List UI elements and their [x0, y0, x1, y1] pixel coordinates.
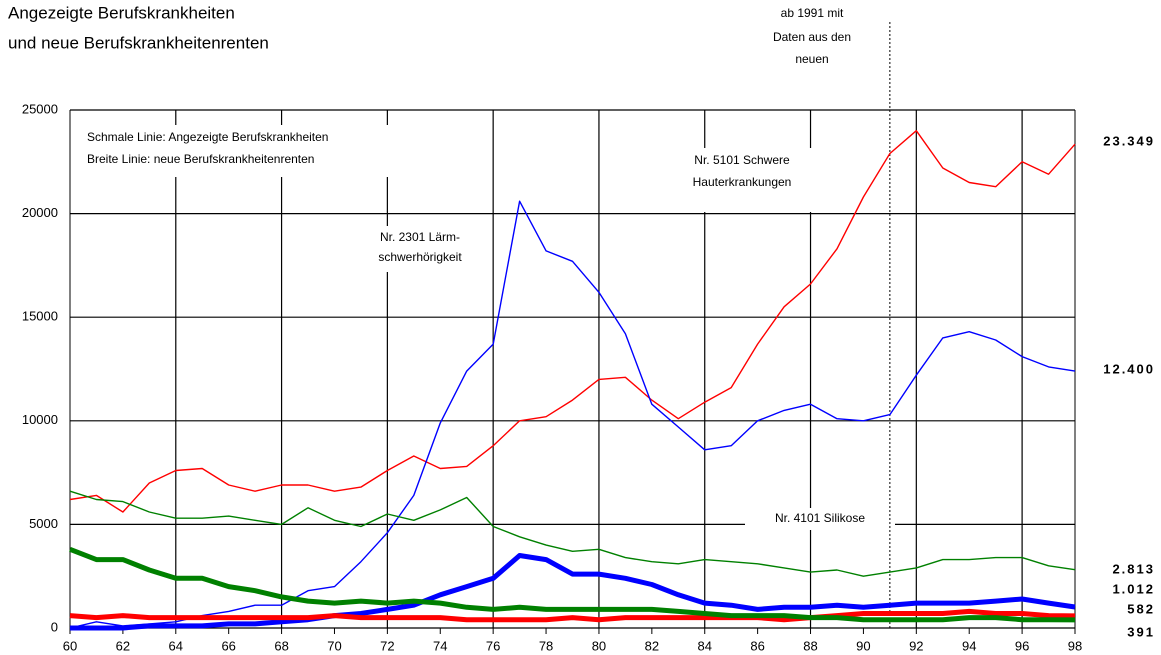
- y-tick-label: 10000: [22, 412, 58, 427]
- x-tick-label: 98: [1068, 638, 1082, 653]
- x-tick-label: 76: [486, 638, 500, 653]
- annotation-box: [360, 226, 480, 272]
- x-tick-label: 86: [750, 638, 764, 653]
- series-line: [69, 490, 1076, 577]
- y-tick-label: 20000: [22, 205, 58, 220]
- value-label: 1.012: [1112, 581, 1155, 596]
- x-tick-label: 64: [169, 638, 183, 653]
- y-tick-label: 5000: [29, 516, 58, 531]
- annotation: Hauterkrankungen: [693, 175, 792, 189]
- chart-title: und neue Berufskrankheitenrenten: [8, 33, 269, 52]
- x-tick-label: 96: [1015, 638, 1029, 653]
- annotation-box: [760, 3, 870, 69]
- x-tick-label: 92: [909, 638, 923, 653]
- x-tick-label: 84: [698, 638, 712, 653]
- x-tick-label: 90: [856, 638, 870, 653]
- y-tick-label: 15000: [22, 309, 58, 324]
- x-tick-label: 66: [221, 638, 235, 653]
- x-tick-label: 60: [63, 638, 77, 653]
- x-tick-label: 78: [539, 638, 553, 653]
- annotation: Nr. 4101 Silikose: [775, 511, 865, 525]
- series-line: [70, 553, 1076, 631]
- series-line: [69, 608, 1076, 623]
- x-tick-label: 70: [327, 638, 341, 653]
- annotation: Schmale Linie: Angezeigte Berufskrankhei…: [87, 130, 328, 144]
- value-label: 391: [1127, 624, 1155, 639]
- x-tick-label: 62: [116, 638, 130, 653]
- x-tick-label: 80: [592, 638, 606, 653]
- value-label: 2.813: [1112, 561, 1155, 576]
- annotation-box: [80, 125, 398, 177]
- x-tick-label: 68: [274, 638, 288, 653]
- annotation: neuen: [795, 52, 828, 66]
- annotation: Daten aus den: [773, 30, 851, 44]
- annotation-box: [675, 148, 830, 212]
- annotation-box: [745, 508, 895, 530]
- value-label: 12.400: [1103, 361, 1155, 376]
- value-label: 582: [1127, 601, 1155, 616]
- chart-title: Angezeigte Berufskrankheiten: [8, 3, 235, 22]
- x-tick-label: 72: [380, 638, 394, 653]
- series-line: [69, 546, 1076, 623]
- y-tick-label: 25000: [22, 101, 58, 116]
- annotation: Nr. 5101 Schwere: [694, 153, 790, 167]
- y-tick-label: 0: [51, 619, 58, 634]
- annotation: schwerhörigkeit: [378, 250, 462, 264]
- x-tick-label: 82: [645, 638, 659, 653]
- x-tick-label: 74: [433, 638, 447, 653]
- value-label: 23.349: [1103, 133, 1155, 148]
- x-tick-label: 94: [962, 638, 976, 653]
- annotation: Breite Linie: neue Berufskrankheitenrent…: [87, 152, 314, 166]
- series-line: [69, 129, 1076, 513]
- annotation: Nr. 2301 Lärm-: [380, 230, 460, 244]
- annotation: ab 1991 mit: [781, 6, 844, 20]
- x-tick-label: 88: [803, 638, 817, 653]
- series-line: [69, 200, 1076, 629]
